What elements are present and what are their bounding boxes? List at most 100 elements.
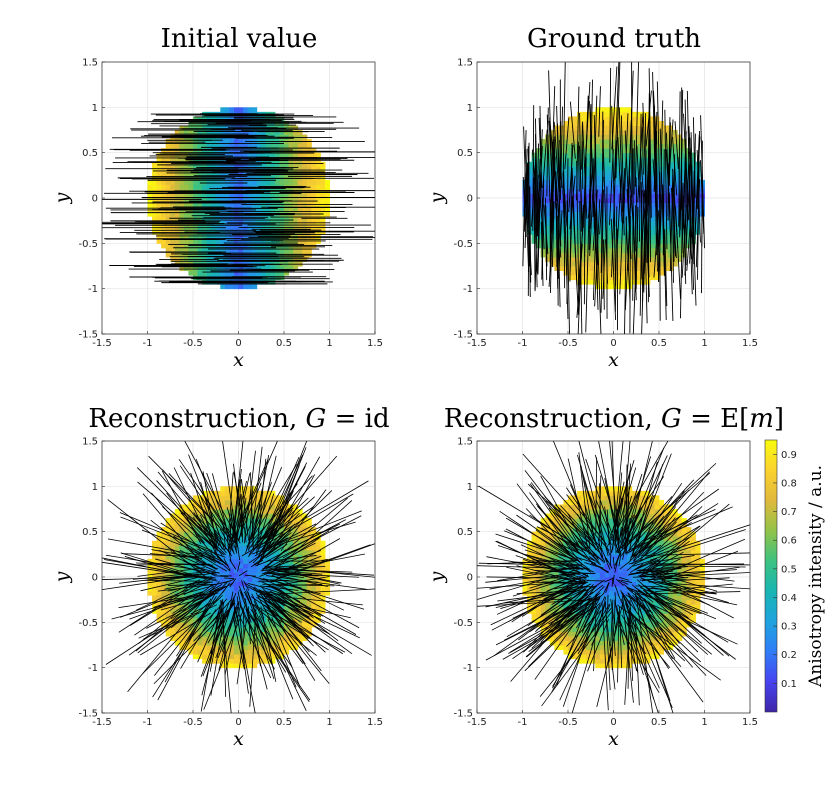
- heatmap-cell: [193, 581, 199, 587]
- heatmap-cell: [215, 270, 221, 276]
- fiber-line: [241, 606, 257, 642]
- heatmap-cell: [270, 563, 276, 569]
- heatmap-cell: [563, 130, 569, 136]
- heatmap-cell: [233, 654, 239, 660]
- heatmap-cell: [247, 148, 253, 154]
- heatmap-cell: [247, 116, 253, 122]
- fiber-line: [196, 515, 232, 554]
- heatmap-cell: [256, 531, 262, 537]
- heatmap-cell: [315, 179, 321, 185]
- heatmap-cell: [527, 567, 533, 573]
- fiber-line: [215, 575, 229, 578]
- heatmap-cell: [636, 198, 642, 204]
- heatmap-cell: [645, 157, 651, 163]
- heatmap-cell: [224, 631, 230, 637]
- heatmap-cell: [202, 577, 208, 583]
- heatmap-cell: [522, 563, 528, 569]
- heatmap-cell: [288, 626, 294, 632]
- x-tick-label: -1: [143, 717, 153, 728]
- heatmap-cell: [627, 184, 633, 190]
- heatmap-cell: [545, 175, 551, 181]
- heatmap-cell: [202, 645, 208, 651]
- heatmap-cell: [270, 216, 276, 222]
- fiber-line: [198, 499, 217, 547]
- heatmap-cell: [590, 270, 596, 276]
- heatmap-cell: [265, 490, 271, 496]
- heatmap-cell: [595, 225, 601, 231]
- heatmap-cell: [293, 216, 299, 222]
- heatmap-cell: [627, 247, 633, 253]
- heatmap-cell: [599, 266, 605, 272]
- heatmap-cell: [627, 256, 633, 262]
- heatmap-cell: [320, 554, 326, 560]
- heatmap-cell: [527, 170, 533, 176]
- heatmap-cell: [568, 152, 574, 158]
- heatmap-cell: [649, 252, 655, 258]
- fiber-line: [153, 591, 203, 608]
- heatmap-cell: [568, 170, 574, 176]
- heatmap-cell: [306, 604, 312, 610]
- heatmap-cell: [288, 179, 294, 185]
- heatmap-cell: [215, 504, 221, 510]
- heatmap-cell: [252, 148, 258, 154]
- heatmap-cell: [238, 234, 244, 240]
- heatmap-cell: [161, 595, 167, 601]
- heatmap-cell: [618, 120, 624, 126]
- heatmap-cell: [558, 125, 564, 131]
- heatmap-cell: [265, 513, 271, 519]
- heatmap-cell: [206, 152, 212, 158]
- heatmap-cell: [243, 179, 249, 185]
- heatmap-cell: [238, 608, 244, 614]
- heatmap-cell: [522, 567, 528, 573]
- heatmap-cell: [165, 143, 171, 149]
- fiber-line: [262, 447, 307, 557]
- heatmap-cell: [288, 567, 294, 573]
- heatmap-cell: [297, 626, 303, 632]
- heatmap-cell: [256, 495, 262, 501]
- heatmap-cell: [152, 193, 158, 199]
- heatmap-cell: [220, 107, 226, 113]
- heatmap-cell: [654, 125, 660, 131]
- heatmap-cell: [270, 490, 276, 496]
- heatmap-cell: [306, 143, 312, 149]
- heatmap-cell: [672, 193, 678, 199]
- heatmap-cell: [202, 613, 208, 619]
- heatmap-cell: [193, 617, 199, 623]
- heatmap-cell: [229, 608, 235, 614]
- fiber-line: [236, 614, 249, 694]
- heatmap-cell: [270, 116, 276, 122]
- heatmap-cell: [540, 536, 546, 542]
- fiber-line: [279, 500, 353, 567]
- heatmap-cell: [156, 157, 162, 163]
- heatmap-cell: [284, 549, 290, 555]
- heatmap-cell: [586, 184, 592, 190]
- heatmap-cell: [270, 266, 276, 272]
- heatmap-cell: [270, 143, 276, 149]
- heatmap-cell: [270, 247, 276, 253]
- heatmap-cell: [183, 540, 189, 546]
- heatmap-cell: [540, 608, 546, 614]
- heatmap-cell: [179, 536, 185, 542]
- heatmap-cell: [599, 279, 605, 285]
- heatmap-cell: [604, 120, 610, 126]
- heatmap-cell: [215, 139, 221, 145]
- heatmap-cell: [206, 654, 212, 660]
- fiber-line: [566, 200, 570, 334]
- heatmap-cell: [183, 595, 189, 601]
- heatmap-cell: [311, 549, 317, 555]
- heatmap-cell: [649, 166, 655, 172]
- heatmap-cell: [179, 184, 185, 190]
- heatmap-cell: [261, 175, 267, 181]
- heatmap-cell: [595, 134, 601, 140]
- heatmap-cell: [224, 499, 230, 505]
- heatmap-cell: [170, 252, 176, 258]
- heatmap-cell: [206, 130, 212, 136]
- heatmap-cell: [293, 549, 299, 555]
- heatmap-cell: [672, 256, 678, 262]
- heatmap-cell: [202, 617, 208, 623]
- heatmap-cell: [627, 193, 633, 199]
- heatmap-cell: [183, 202, 189, 208]
- heatmap-cell: [608, 247, 614, 253]
- heatmap-cell: [622, 111, 628, 117]
- heatmap-cell: [568, 139, 574, 145]
